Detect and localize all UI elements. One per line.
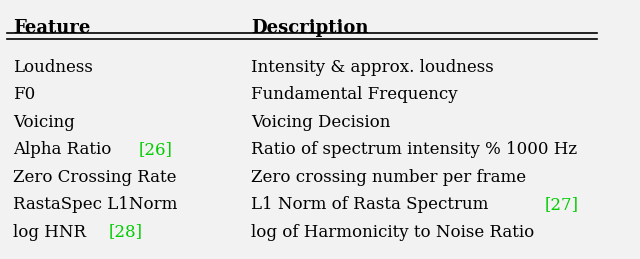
Text: Description: Description — [251, 19, 369, 37]
Text: Voicing Decision: Voicing Decision — [251, 114, 390, 131]
Text: Alpha Ratio: Alpha Ratio — [13, 141, 117, 158]
Text: RastaSpec L1Norm: RastaSpec L1Norm — [13, 196, 178, 213]
Text: log HNR: log HNR — [13, 224, 92, 241]
Text: log of Harmonicity to Noise Ratio: log of Harmonicity to Noise Ratio — [251, 224, 534, 241]
Text: Zero crossing number per frame: Zero crossing number per frame — [251, 169, 526, 186]
Text: Fundamental Frequency: Fundamental Frequency — [251, 87, 458, 103]
Text: [26]: [26] — [139, 141, 173, 158]
Text: Loudness: Loudness — [13, 59, 93, 76]
Text: Voicing: Voicing — [13, 114, 75, 131]
Text: F0: F0 — [13, 87, 36, 103]
Text: Ratio of spectrum intensity % 1000 Hz: Ratio of spectrum intensity % 1000 Hz — [251, 141, 577, 158]
Text: L1 Norm of Rasta Spectrum: L1 Norm of Rasta Spectrum — [251, 196, 493, 213]
Text: [27]: [27] — [545, 196, 579, 213]
Text: Feature: Feature — [13, 19, 91, 37]
Text: Zero Crossing Rate: Zero Crossing Rate — [13, 169, 177, 186]
Text: [28]: [28] — [108, 224, 142, 241]
Text: Intensity & approx. loudness: Intensity & approx. loudness — [251, 59, 493, 76]
